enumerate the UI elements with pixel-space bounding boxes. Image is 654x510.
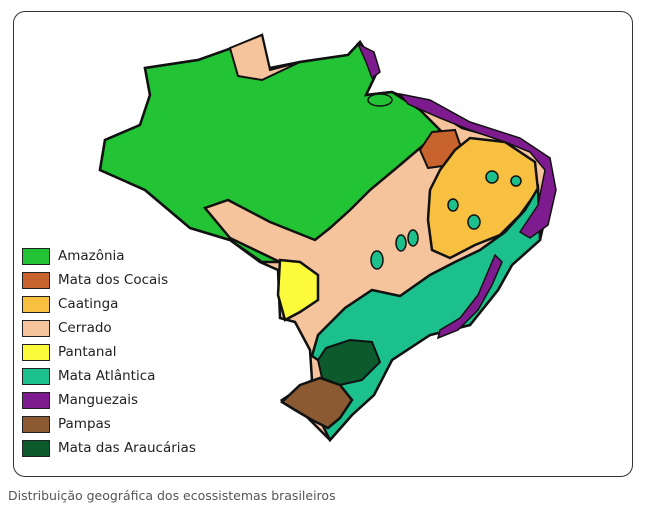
legend-label: Mata das Araucárias	[58, 440, 196, 456]
swatch-pampas	[22, 415, 50, 433]
legend-item-amazonia: Amazônia	[22, 246, 125, 266]
caatinga-island	[467, 214, 481, 230]
legend-label: Pantanal	[58, 344, 117, 360]
legend-item-cerrado: Cerrado	[22, 318, 112, 338]
caatinga-island	[447, 198, 459, 212]
legend-item-manguezais: Manguezais	[22, 390, 138, 410]
legend-label: Amazônia	[58, 248, 125, 264]
legend-label: Mata dos Cocais	[58, 272, 169, 288]
swatch-mata-atlantica	[22, 367, 50, 385]
marajo-island	[367, 93, 393, 107]
caatinga-island	[485, 170, 499, 184]
swatch-mata-dos-cocais	[22, 271, 50, 289]
swatch-mata-das-araucarias	[22, 439, 50, 457]
cerrado-island	[407, 229, 419, 247]
legend-item-pampas: Pampas	[22, 414, 111, 434]
legend-item-mata-dos-cocais: Mata dos Cocais	[22, 270, 168, 290]
manguezais-coast	[436, 253, 503, 340]
legend-label: Pampas	[58, 416, 111, 432]
cerrado-island	[370, 250, 384, 270]
swatch-pantanal	[22, 343, 50, 361]
caatinga-region	[426, 136, 540, 260]
legend-label: Cerrado	[58, 320, 112, 336]
legend-item-mata-atlantica: Mata Atlântica	[22, 366, 155, 386]
swatch-caatinga	[22, 295, 50, 313]
legend-item-mata-das-araucarias: Mata das Araucárias	[22, 438, 196, 458]
manguezais-coast	[356, 42, 381, 80]
swatch-manguezais	[22, 391, 50, 409]
swatch-cerrado	[22, 319, 50, 337]
mata-das-araucarias-region	[316, 338, 382, 387]
figure-caption: Distribuição geográfica dos ecossistemas…	[8, 488, 336, 503]
manguezais-coast	[398, 92, 557, 239]
legend-label: Manguezais	[58, 392, 139, 408]
legend-item-caatinga: Caatinga	[22, 294, 118, 314]
amazonia-region	[98, 39, 442, 264]
cerrado-north-patch	[228, 33, 301, 82]
pantanal-region	[276, 258, 320, 322]
legend-label: Caatinga	[58, 296, 119, 312]
pampas-region	[279, 376, 354, 430]
caatinga-island	[510, 175, 522, 187]
legend-item-pantanal: Pantanal	[22, 342, 117, 362]
cerrado-island	[395, 234, 407, 252]
swatch-amazonia	[22, 247, 50, 265]
legend-label: Mata Atlântica	[58, 368, 156, 384]
